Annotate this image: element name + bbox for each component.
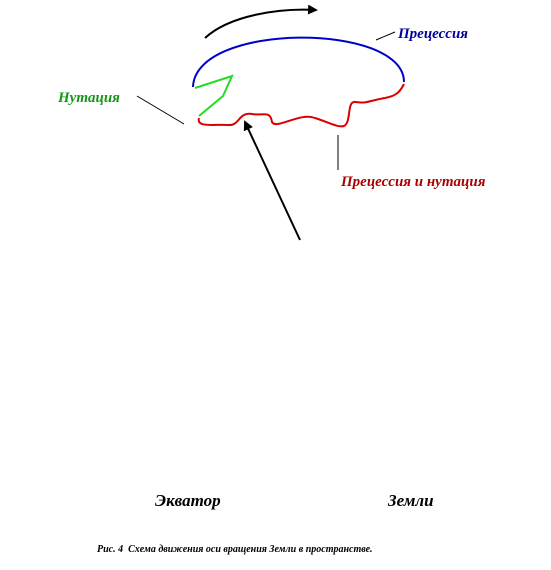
label: Нутация [57,90,120,106]
precession-curve [192,36,405,88]
axis-arrow [243,120,301,241]
rotation-arrow [204,4,318,39]
label: Экватор [155,491,221,510]
leader-line [375,31,396,41]
label: Прецессия и нутация [340,174,486,190]
leader-line [136,95,185,125]
combined-curve [197,83,405,128]
label: Прецессия [397,26,468,42]
caption: Рис. 4 Схема движения оси вращения Земли… [97,544,373,555]
label: Земли [387,491,434,510]
nutation-curve [194,74,234,117]
